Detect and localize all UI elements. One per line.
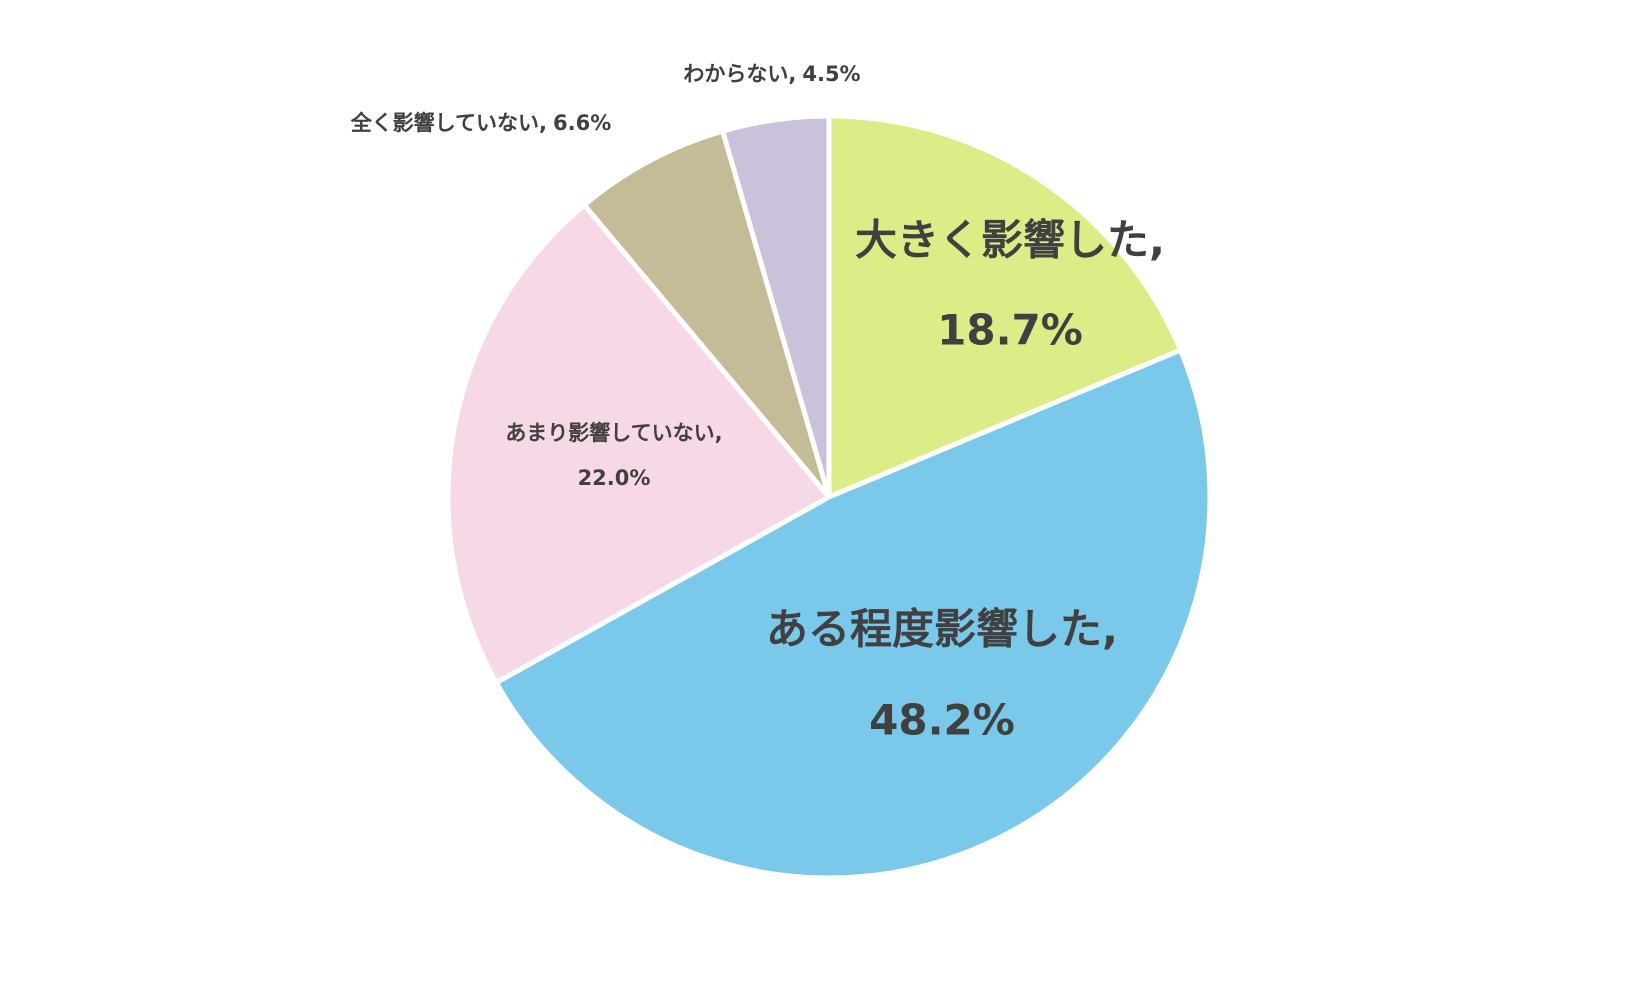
slice-label: 全く影響していない, 6.6% [350,111,612,135]
slice-label: わからない, 4.5% [683,62,860,86]
slice-category-label: わからない, [683,62,796,86]
pie-slice [580,128,832,499]
slice-value-label: 18.7% [937,306,1083,355]
slice-category-label: 全く影響していない, [350,111,547,135]
slice-value-label: 6.6% [553,111,611,135]
pie-slice [719,113,832,498]
slice-category-label: あまり影響していない, [505,421,722,445]
slice-value-label: 22.0% [578,466,651,490]
pie-slice [826,113,1184,501]
pie-slice [445,201,833,687]
pie-slice [492,346,1213,881]
slice-category-label: ある程度影響した, [766,605,1118,654]
slice-category-label: 大きく影響した, [855,216,1165,265]
slice-value-label: 4.5% [802,62,860,86]
slice-value-label: 48.2% [869,696,1015,745]
